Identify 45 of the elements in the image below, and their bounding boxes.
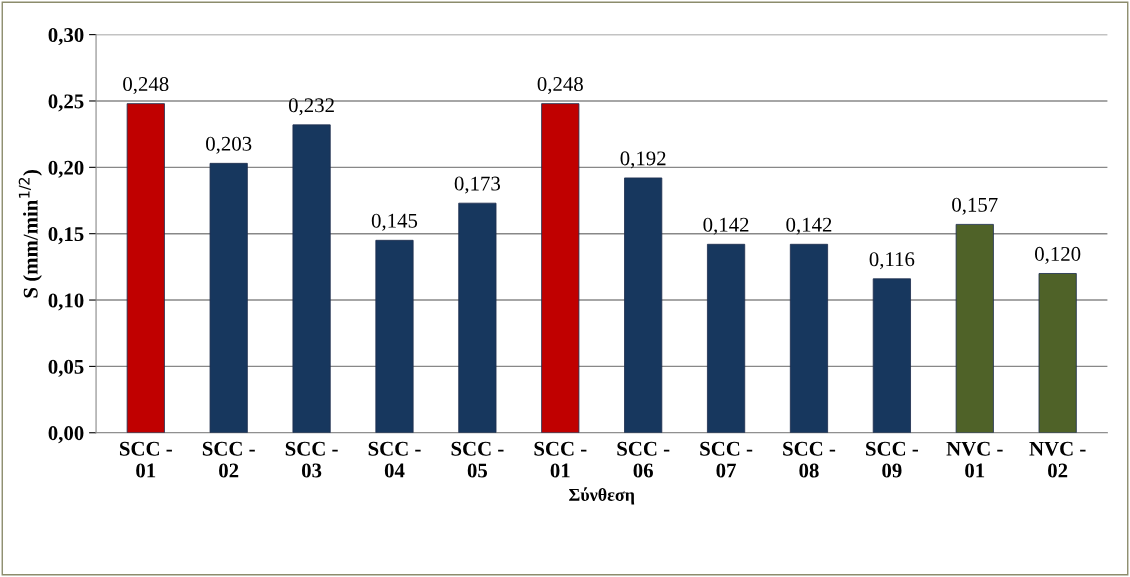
data-label: 0,232: [288, 98, 334, 116]
x-tick-label: SCC - 06: [617, 441, 670, 478]
bar: [1038, 273, 1077, 433]
data-label: 0,120: [1035, 246, 1081, 264]
bar: [375, 239, 414, 433]
data-label: 0,116: [869, 252, 915, 270]
data-label: 0,203: [206, 136, 252, 154]
data-label: 0,248: [123, 77, 169, 95]
x-tick-label: SCC - 02: [202, 441, 255, 478]
data-label: 0,145: [371, 213, 418, 231]
y-axis-title: S (mm/min$^{1/2}$): [18, 169, 42, 298]
bar: [789, 243, 829, 433]
y-tick-label: 0,05: [48, 359, 84, 377]
x-tick-label: SCC - 03: [285, 441, 338, 478]
y-tick-label: 0,00: [48, 426, 84, 444]
y-tick-label: 0,20: [48, 160, 84, 178]
x-tick-label: SCC - 08: [783, 441, 836, 478]
x-tick-label: NVC - 02: [1029, 441, 1086, 478]
x-tick-label: SCC - 01: [534, 441, 587, 478]
bar: [458, 202, 497, 433]
data-label: 0,142: [786, 217, 832, 235]
y-tick-label: 0,15: [48, 227, 84, 245]
data-label: 0,192: [620, 151, 666, 169]
bar: [707, 243, 746, 433]
y-tick-label: 0,25: [48, 94, 84, 112]
data-label: 0,173: [454, 176, 500, 194]
y-tick-label: 0,30: [48, 27, 84, 46]
bar: [624, 177, 663, 433]
data-label: 0,248: [537, 77, 583, 95]
bar: [126, 103, 165, 433]
x-tick-label: SCC - 01: [119, 441, 172, 478]
bar: [541, 103, 580, 433]
x-tick-label: NVC - 01: [946, 441, 1003, 478]
y-tick-label: 0,10: [48, 293, 84, 311]
x-tick-label: SCC - 05: [451, 441, 504, 478]
x-axis-title: Σύνθεση: [569, 487, 635, 505]
x-tick-label: SCC - 07: [700, 441, 753, 478]
bar: [872, 278, 911, 433]
x-tick-label: SCC - 09: [866, 441, 919, 478]
bar: [292, 124, 331, 433]
data-label: 0,142: [703, 217, 749, 235]
x-tick-label: SCC - 04: [368, 441, 421, 478]
bar: [209, 162, 248, 433]
data-label: 0,157: [952, 197, 998, 215]
bar: [955, 223, 994, 433]
